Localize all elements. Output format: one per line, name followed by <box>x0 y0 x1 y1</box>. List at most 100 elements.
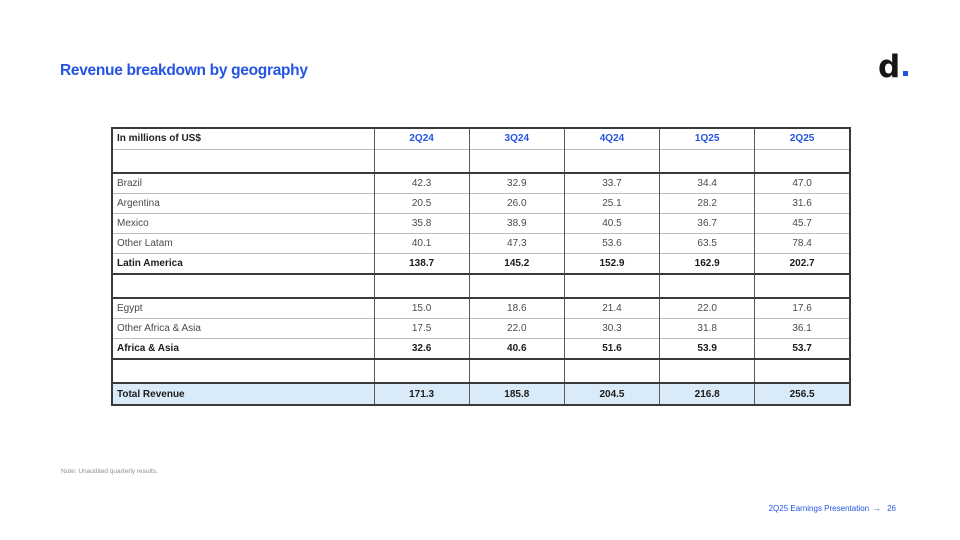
page-number: 26 <box>887 504 896 513</box>
col-header-4q24: 4Q24 <box>563 128 660 149</box>
cell-value: 171.3 <box>373 383 470 405</box>
cell-value: 22.0 <box>659 297 755 318</box>
row-label: Other Africa & Asia <box>111 317 374 338</box>
cell-value: 21.4 <box>563 297 660 318</box>
arrow-right-icon: → <box>873 504 882 513</box>
row-label: Latin America <box>111 252 374 274</box>
col-header-3q24: 3Q24 <box>468 128 565 149</box>
cell-value: 18.6 <box>468 297 565 318</box>
cell-value: 78.4 <box>754 232 850 253</box>
table-row-other-africa-asia: Other Africa & Asia 17.5 22.0 30.3 31.8 … <box>111 317 850 338</box>
revenue-table: In millions of US$ 2Q24 3Q24 4Q24 1Q25 2… <box>111 127 851 406</box>
row-label: Egypt <box>111 297 374 318</box>
cell-value: 30.3 <box>563 317 660 338</box>
spacer-cell <box>659 148 755 174</box>
cell-value: 31.6 <box>754 192 850 213</box>
row-label: Other Latam <box>111 232 374 253</box>
row-label: Mexico <box>111 212 374 233</box>
logo-letter: d <box>878 49 901 85</box>
dlocal-logo: d <box>878 50 918 86</box>
cell-value: 53.7 <box>754 337 850 359</box>
cell-value: 53.9 <box>659 337 755 359</box>
cell-value: 204.5 <box>563 383 660 405</box>
spacer-row <box>111 148 850 174</box>
spacer-cell <box>563 148 660 174</box>
cell-value: 22.0 <box>468 317 565 338</box>
table-row-mexico: Mexico 35.8 38.9 40.5 36.7 45.7 <box>111 212 850 233</box>
col-header-2q24: 2Q24 <box>373 128 470 149</box>
cell-value: 31.8 <box>659 317 755 338</box>
col-header-2q25: 2Q25 <box>754 128 850 149</box>
spacer-cell <box>373 148 470 174</box>
cell-value: 32.6 <box>373 337 470 359</box>
spacer-cell <box>754 358 850 384</box>
spacer-cell <box>754 273 850 299</box>
slide-footer: 2Q25 Earnings Presentation → 26 <box>769 504 896 513</box>
cell-value: 63.5 <box>659 232 755 253</box>
spacer-cell <box>111 273 374 299</box>
cell-value: 34.4 <box>659 172 755 193</box>
spacer-cell <box>111 148 374 174</box>
cell-value: 40.1 <box>373 232 470 253</box>
spacer-cell <box>468 358 565 384</box>
cell-value: 138.7 <box>373 252 470 274</box>
row-label: Argentina <box>111 192 374 213</box>
row-label: Total Revenue <box>111 383 374 405</box>
cell-value: 17.6 <box>754 297 850 318</box>
spacer-cell <box>754 148 850 174</box>
row-label: Brazil <box>111 172 374 193</box>
spacer-cell <box>659 358 755 384</box>
table-header-row: In millions of US$ 2Q24 3Q24 4Q24 1Q25 2… <box>111 128 850 149</box>
cell-value: 38.9 <box>468 212 565 233</box>
cell-value: 35.8 <box>373 212 470 233</box>
col-header-1q25: 1Q25 <box>659 128 755 149</box>
table-row-other-latam: Other Latam 40.1 47.3 53.6 63.5 78.4 <box>111 232 850 253</box>
cell-value: 17.5 <box>373 317 470 338</box>
table-row-argentina: Argentina 20.5 26.0 25.1 28.2 31.6 <box>111 192 850 213</box>
spacer-cell <box>563 273 660 299</box>
cell-value: 152.9 <box>563 252 660 274</box>
cell-value: 216.8 <box>659 383 755 405</box>
table-row-latin-america-subtotal: Latin America 138.7 145.2 152.9 162.9 20… <box>111 252 850 274</box>
cell-value: 26.0 <box>468 192 565 213</box>
page-title: Revenue breakdown by geography <box>60 62 308 79</box>
table-row-egypt: Egypt 15.0 18.6 21.4 22.0 17.6 <box>111 297 850 318</box>
cell-value: 47.3 <box>468 232 565 253</box>
table-row-total-revenue: Total Revenue 171.3 185.8 204.5 216.8 25… <box>111 383 850 405</box>
footer-label: 2Q25 Earnings Presentation <box>768 504 870 513</box>
col-header-metric: In millions of US$ <box>111 128 374 149</box>
table-row-brazil: Brazil 42.3 32.9 33.7 34.4 47.0 <box>111 172 850 193</box>
cell-value: 145.2 <box>468 252 565 274</box>
footnote: Note: Unaudited quarterly results. <box>61 468 158 475</box>
row-label: Africa & Asia <box>111 337 374 359</box>
cell-value: 45.7 <box>754 212 850 233</box>
cell-value: 185.8 <box>468 383 565 405</box>
cell-value: 32.9 <box>468 172 565 193</box>
spacer-cell <box>111 358 374 384</box>
cell-value: 202.7 <box>754 252 850 274</box>
cell-value: 256.5 <box>754 383 850 405</box>
logo-dot-icon <box>903 71 908 76</box>
cell-value: 40.6 <box>468 337 565 359</box>
spacer-cell <box>563 358 660 384</box>
cell-value: 47.0 <box>754 172 850 193</box>
cell-value: 53.6 <box>563 232 660 253</box>
spacer-row <box>111 273 850 299</box>
cell-value: 36.7 <box>659 212 755 233</box>
cell-value: 42.3 <box>373 172 470 193</box>
cell-value: 15.0 <box>373 297 470 318</box>
cell-value: 51.6 <box>563 337 660 359</box>
spacer-cell <box>373 273 470 299</box>
cell-value: 25.1 <box>563 192 660 213</box>
cell-value: 40.5 <box>563 212 660 233</box>
spacer-cell <box>373 358 470 384</box>
cell-value: 36.1 <box>754 317 850 338</box>
spacer-cell <box>468 148 565 174</box>
spacer-row <box>111 358 850 384</box>
spacer-cell <box>659 273 755 299</box>
spacer-cell <box>468 273 565 299</box>
cell-value: 33.7 <box>563 172 660 193</box>
cell-value: 20.5 <box>373 192 470 213</box>
cell-value: 28.2 <box>659 192 755 213</box>
